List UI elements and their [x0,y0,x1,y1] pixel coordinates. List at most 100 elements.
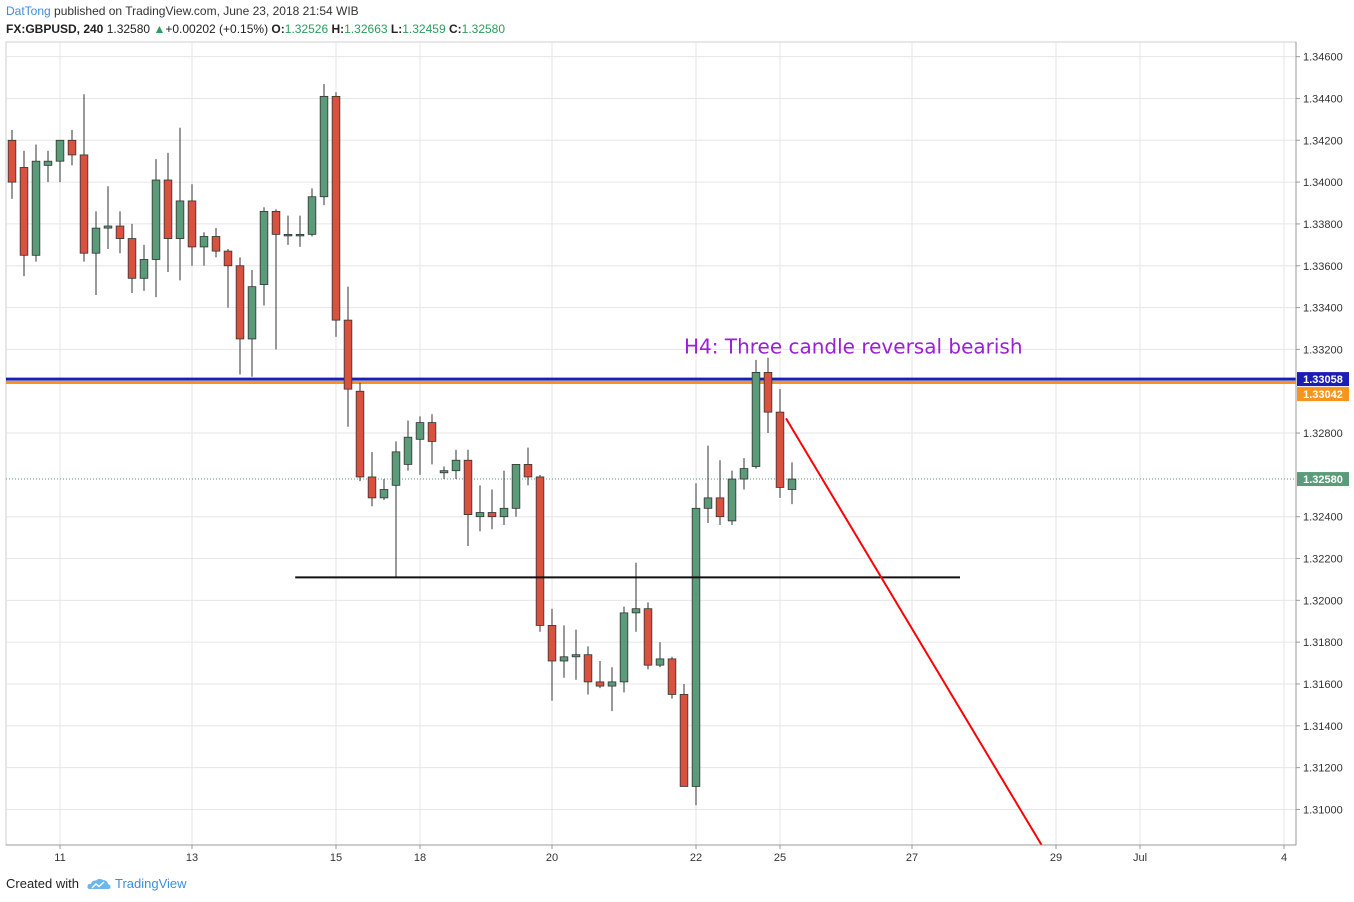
candle-body [751,372,761,467]
candle-body [787,478,797,490]
candle-body [331,95,341,321]
candle [511,464,521,517]
x-tick-label: 25 [774,852,786,864]
candle-body [175,200,185,239]
published-text: published on TradingView.com, June 23, 2… [50,4,359,18]
price-badge-bg [1297,372,1349,387]
candle-body [151,179,161,260]
candle-body [31,160,41,256]
time-axis[interactable]: 11 13 15 18 20 22 25 27 29 Jul 4 [54,845,1287,864]
candle [667,656,677,699]
candle-body [319,95,329,198]
y-tick-label: 1.33200 [1303,344,1343,356]
y-tick-label: 1.33400 [1303,303,1343,315]
y-tick-label: 1.34600 [1303,52,1343,64]
candle [367,451,377,507]
candle-body [223,250,233,267]
candle [331,92,341,337]
candle-body [535,476,545,626]
candle-body [259,210,269,285]
candle-body [679,694,689,787]
candle-body [91,227,101,254]
y-tick-label: 1.31200 [1303,763,1343,775]
candle-body [607,681,617,687]
high-value: 1.32663 [344,22,388,36]
candle [739,458,749,490]
candle [583,646,593,695]
footer: Created with TradingView [6,876,187,891]
candle [571,629,581,680]
candle [55,139,65,183]
candle [523,447,533,486]
candle-body [703,497,713,509]
candle [559,625,569,678]
candle-body [163,179,173,239]
candle [283,215,293,245]
candle-body [583,654,593,683]
price-badge-bg [1297,387,1349,402]
y-tick-label: 1.34400 [1303,93,1343,105]
candle-body [379,489,389,499]
last-price: 1.32580 [106,22,151,36]
candle-body [391,451,401,486]
candle-body [343,319,353,390]
candle-body [499,507,509,518]
candle-body [199,236,209,248]
candle [547,608,557,701]
x-tick-label: 13 [186,852,198,864]
candle-body [295,233,305,237]
candle-body [235,265,245,340]
candle-body [763,372,773,413]
candle [679,683,689,787]
tradingview-link[interactable]: TradingView [114,876,187,891]
candle-body [631,608,641,614]
candle-body [667,658,677,695]
candle [775,389,785,498]
x-tick-label: Jul [1133,852,1147,864]
price-badge: 1.33042 [1297,387,1349,402]
candle-body [451,459,461,472]
price-badge: 1.33058 [1297,372,1349,387]
candle [703,445,713,523]
candle-body [187,200,197,248]
candle [151,159,161,298]
low-label: L: [390,22,403,36]
candle-body [103,225,113,229]
candle [199,232,209,266]
x-tick-label: 4 [1281,852,1287,864]
candle [535,474,545,632]
candle [691,483,701,806]
candle [439,466,449,480]
candle [631,562,641,632]
author-link[interactable]: DatTong [6,4,51,18]
candle-body [655,658,665,666]
candle [67,129,77,166]
plot-area[interactable] [5,41,1297,846]
candle-body [487,512,497,518]
candle [379,479,389,500]
symbol-name: FX:GBPUSD, 240 [6,22,104,36]
annotation-text: H4: Three candle reversal bearish [684,335,1023,359]
open-value: 1.32526 [284,22,329,36]
candle-body [463,459,473,515]
candle [43,150,53,183]
candle [31,144,41,262]
candle-body [511,464,521,509]
candle [595,660,605,689]
candle [295,215,305,247]
price-badge-label: 1.32580 [1303,474,1343,486]
y-tick-label: 1.32400 [1303,512,1343,524]
candle [91,211,101,296]
candle [427,414,437,465]
up-arrow-icon: ▲ [153,22,166,36]
y-tick-label: 1.33600 [1303,261,1343,273]
candles [7,83,797,806]
created-with-text: Created with [6,876,79,891]
candle-body [283,233,293,237]
x-tick-label: 29 [1050,852,1062,864]
candle [163,152,173,273]
price-axis[interactable]: 1.31000 1.31200 1.31400 1.31600 1.31800 1.320… [1296,52,1343,817]
candle [751,359,761,469]
candle [319,83,329,206]
